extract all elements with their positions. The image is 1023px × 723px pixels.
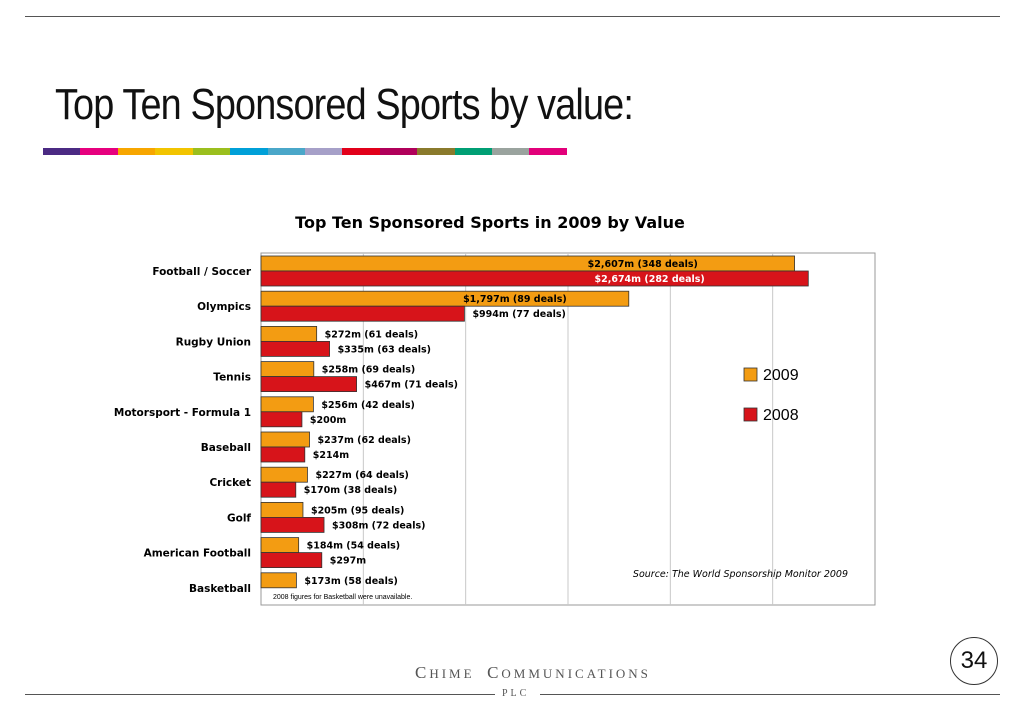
company-name: CHIME COMMUNICATIONS (415, 663, 651, 682)
stripe-segment (230, 148, 268, 155)
data-label: $170m (38 deals) (304, 485, 397, 496)
stripe-segment (304, 148, 343, 155)
data-label: $214m (313, 450, 349, 461)
bar-2009 (260, 466, 308, 483)
bar-2008 (260, 446, 306, 463)
legend-swatch (743, 407, 758, 422)
category-label: American Football (144, 548, 251, 560)
bar-2008 (260, 481, 297, 498)
bar-2009 (260, 501, 304, 518)
category-label: Motorsport - Formula 1 (114, 407, 251, 419)
category-label: Rugby Union (176, 336, 251, 348)
bottom-rule-left (25, 694, 495, 695)
category-label: Basketball (189, 583, 251, 595)
data-label: $1,797m (89 deals) (463, 294, 567, 305)
stripe-segment (342, 148, 380, 155)
bar-2008 (260, 305, 465, 322)
bar-2008 (260, 340, 330, 357)
bar-2009 (260, 537, 300, 553)
data-label: $272m (61 deals) (325, 329, 418, 340)
data-label: $173m (58 deals) (304, 576, 397, 587)
data-label: $308m (72 deals) (332, 520, 425, 531)
bar-2008 (260, 411, 303, 428)
stripe-segment (529, 148, 567, 155)
stripe-segment (43, 148, 81, 155)
data-label: $994m (77 deals) (472, 309, 565, 320)
page-number: 34 (950, 637, 998, 685)
data-label: $2,607m (348 deals) (588, 259, 698, 270)
stripe-segment (80, 148, 118, 155)
bar-2009 (260, 290, 630, 307)
stripe-segment (117, 148, 156, 155)
footnote: 2008 figures for Basketball were unavail… (273, 594, 412, 601)
stripe-segment (267, 148, 305, 155)
bar-2009 (260, 325, 318, 342)
stripe-segment (417, 148, 455, 155)
slide-title: Top Ten Sponsored Sports by value: (55, 80, 634, 129)
bar-2008 (260, 270, 809, 287)
data-label: $184m (54 deals) (307, 541, 400, 552)
data-label: $237m (62 deals) (318, 435, 411, 446)
category-label: Cricket (209, 477, 251, 489)
legend-label: 2008 (763, 407, 799, 424)
data-label: $2,674m (282 deals) (595, 274, 705, 285)
color-stripe (43, 148, 567, 155)
stripe-segment (379, 148, 418, 155)
company-suffix: PLC (502, 688, 530, 699)
stripe-segment (192, 148, 231, 155)
category-label: Tennis (213, 372, 251, 384)
category-label: Baseball (201, 442, 251, 454)
bottom-rule-right (540, 694, 1000, 695)
chart-title: Top Ten Sponsored Sports in 2009 by Valu… (295, 213, 685, 232)
legend-label: 2009 (763, 367, 799, 384)
data-label: $200m (310, 415, 346, 426)
bar-2009 (260, 431, 310, 448)
legend-swatch (743, 367, 758, 382)
top-rule (25, 16, 1000, 17)
data-label: $256m (42 deals) (321, 400, 414, 411)
data-label: $227m (64 deals) (315, 470, 408, 481)
bar-2008 (260, 376, 357, 393)
category-label: Olympics (197, 301, 251, 313)
data-label: $297m (330, 556, 366, 567)
bar-2009 (260, 572, 297, 589)
bar-2009 (260, 255, 795, 272)
data-label: $335m (63 deals) (338, 344, 431, 355)
stripe-segment (454, 148, 493, 155)
data-label: $205m (95 deals) (311, 505, 404, 516)
stripe-segment (492, 148, 530, 155)
bar-2009 (260, 396, 314, 413)
bar-2008 (260, 517, 325, 533)
bar-2008 (260, 552, 323, 568)
category-label: Golf (227, 512, 251, 524)
stripe-segment (155, 148, 193, 155)
category-label: Football / Soccer (152, 266, 251, 278)
data-label: $258m (69 deals) (322, 365, 415, 376)
data-label: $467m (71 deals) (365, 380, 458, 391)
bar-2009 (260, 361, 315, 378)
source-note: Source: The World Sponsorship Monitor 20… (633, 569, 848, 580)
